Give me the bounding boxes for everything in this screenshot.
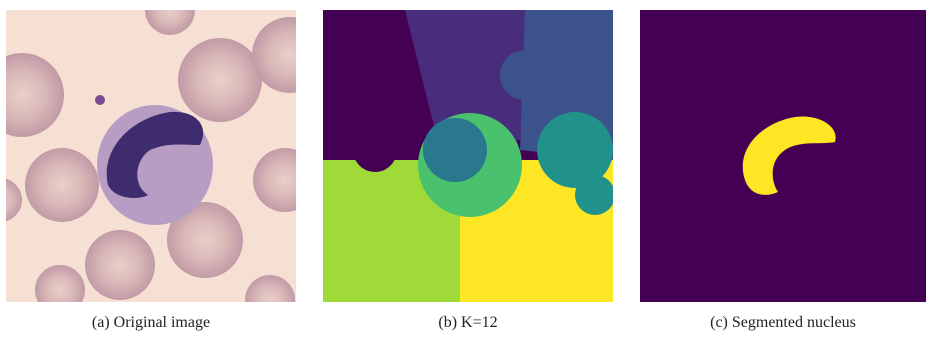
- caption: (a) Original image: [1, 314, 301, 332]
- caption: (b) K=12: [318, 314, 618, 332]
- segmented-image: [640, 10, 926, 302]
- cluster-image: [323, 10, 615, 302]
- caption: (c) Segmented nucleus: [633, 314, 929, 332]
- figure: (a) Original image (b) K=12 (c) Segmente…: [0, 0, 929, 337]
- original-image: [0, 0, 328, 325]
- figure-images: [0, 0, 929, 337]
